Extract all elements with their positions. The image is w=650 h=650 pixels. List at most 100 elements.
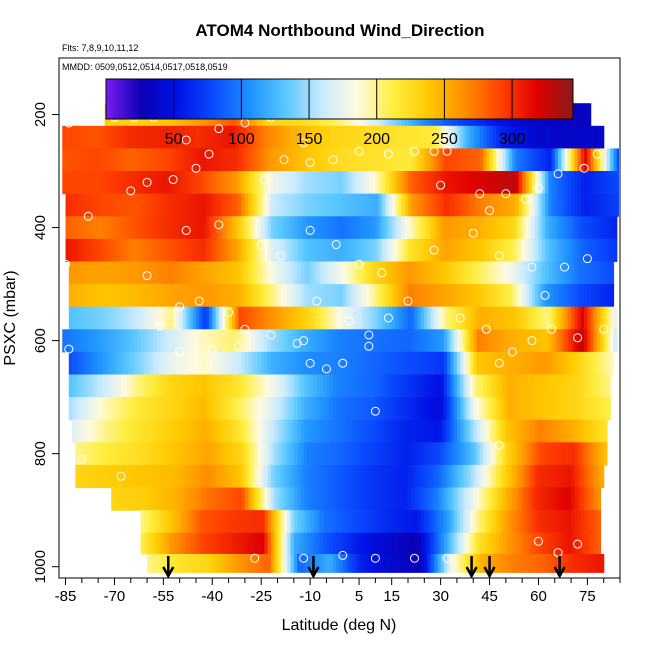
heat-cell	[610, 284, 615, 308]
heat-cell	[359, 487, 363, 511]
heat-cell	[584, 374, 588, 398]
heat-cell	[267, 532, 272, 555]
heat-cell	[134, 329, 138, 353]
heat-cell	[88, 193, 93, 217]
heat-cell	[394, 351, 399, 376]
heat-cell	[329, 148, 334, 172]
heat-cell	[528, 238, 533, 262]
heat-cell	[231, 329, 236, 353]
heat-cell	[248, 284, 253, 308]
heat-cell	[277, 284, 282, 308]
observation-point	[233, 341, 243, 351]
heat-cell	[443, 171, 448, 195]
heat-cell	[323, 171, 328, 195]
heat-cell	[600, 306, 605, 330]
heat-cell	[127, 397, 132, 421]
heat-cell	[450, 148, 455, 172]
heat-cell	[447, 553, 451, 573]
heat-cell	[287, 171, 292, 195]
heat-cell	[525, 261, 530, 285]
heat-cell	[306, 284, 311, 308]
heat-cell	[355, 397, 360, 421]
heat-cell	[378, 532, 383, 555]
heat-cell	[571, 216, 575, 240]
heat-cell	[580, 125, 585, 149]
heat-cell	[434, 374, 438, 398]
heat-cell	[72, 397, 76, 421]
heat-cell	[590, 464, 595, 489]
heat-cell	[486, 553, 491, 573]
heat-cell	[554, 553, 559, 573]
heat-cell	[372, 125, 376, 149]
heat-cell	[561, 171, 566, 195]
heat-cell	[421, 193, 425, 217]
dates-note: MMDD: 0509,0512,0514,0517,0518,0519	[62, 62, 228, 72]
heat-cell	[499, 193, 504, 217]
heat-cell	[147, 284, 151, 308]
heat-cell	[238, 487, 243, 511]
heat-cell	[486, 442, 491, 466]
heat-cell	[368, 374, 373, 398]
heat-cell	[293, 238, 298, 262]
heat-cell	[430, 419, 435, 443]
heat-cell	[300, 374, 305, 398]
heat-cell	[104, 148, 109, 172]
heat-cell	[150, 148, 155, 172]
heat-cell	[368, 148, 373, 172]
heat-cell	[440, 553, 445, 573]
heat-cell	[368, 419, 373, 443]
heat-cell	[160, 532, 164, 555]
heat-cell	[326, 284, 331, 308]
heat-cell	[153, 148, 158, 172]
heat-cell	[437, 261, 442, 285]
heat-cell	[91, 419, 96, 443]
heat-cell	[143, 419, 148, 443]
heat-cell	[297, 148, 301, 172]
heat-cell	[541, 553, 546, 573]
heat-cell	[535, 329, 540, 353]
heat-cell	[189, 510, 194, 534]
heat-cell	[352, 464, 357, 489]
heat-cell	[404, 216, 409, 240]
heat-cell	[554, 193, 559, 217]
heat-cell	[182, 148, 187, 172]
heat-cell	[434, 306, 438, 330]
heat-cell	[489, 510, 494, 534]
heat-cell	[313, 171, 318, 195]
heat-cell	[287, 284, 292, 308]
heat-cell	[189, 125, 194, 149]
heat-cell	[94, 284, 99, 308]
heat-cell	[85, 374, 89, 398]
heat-cell	[326, 442, 331, 466]
observation-point	[279, 155, 289, 165]
heat-cell	[561, 238, 566, 262]
heat-cell	[81, 261, 86, 285]
heat-cell	[593, 442, 598, 466]
heat-cell	[388, 464, 393, 489]
heat-cell	[538, 148, 543, 172]
heat-cell	[225, 261, 230, 285]
heat-cell	[160, 464, 164, 489]
heat-cell	[574, 487, 579, 511]
heat-cell	[554, 148, 559, 172]
heat-cell	[567, 306, 572, 330]
heat-cell	[499, 148, 504, 172]
heat-cell	[98, 284, 103, 308]
heat-cell	[65, 171, 70, 195]
heat-cell	[195, 329, 200, 353]
heat-cell	[280, 374, 285, 398]
heat-cell	[574, 284, 579, 308]
heat-cell	[78, 442, 83, 466]
heat-cell	[156, 442, 161, 466]
heat-cell	[492, 125, 497, 149]
heat-cell	[205, 419, 210, 443]
heat-cell	[463, 553, 468, 573]
heat-cell	[544, 148, 549, 172]
heat-cell	[359, 216, 363, 240]
heat-cell	[147, 397, 151, 421]
heat-cell	[332, 171, 337, 195]
heat-cell	[368, 125, 373, 149]
heat-cell	[124, 419, 129, 443]
heat-cell	[359, 532, 363, 555]
heat-cell	[580, 442, 585, 466]
